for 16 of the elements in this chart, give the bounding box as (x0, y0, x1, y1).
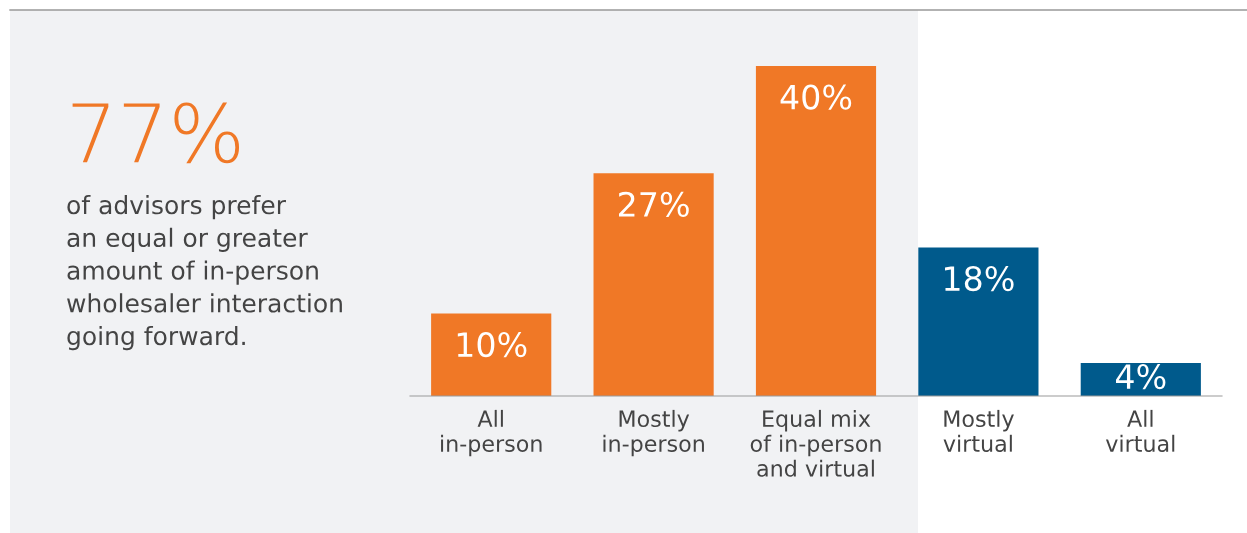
bar (431, 313, 552, 396)
text: of advisors prefer an equal or greater amount of in-person wholesaler interaction going forward. (67, 195, 342, 351)
data-label: 10% (457, 331, 527, 358)
x-tick-label: Mostly in-person (603, 409, 704, 457)
x-tick-label: All virtual (1105, 409, 1175, 452)
bar (918, 247, 1039, 396)
x-tick-label: Mostly virtual (943, 409, 1014, 452)
text: 77% (72, 102, 240, 164)
x-tick-label: Equal mix of in-person and virtual (750, 409, 881, 477)
bar (755, 66, 877, 396)
data-label: 40% (780, 84, 852, 110)
data-label: 27% (619, 191, 689, 217)
data-label: 4% (1115, 363, 1166, 390)
bar (593, 173, 714, 396)
x-tick-label: All in-person (441, 409, 542, 457)
data-label: 18% (945, 265, 1014, 292)
